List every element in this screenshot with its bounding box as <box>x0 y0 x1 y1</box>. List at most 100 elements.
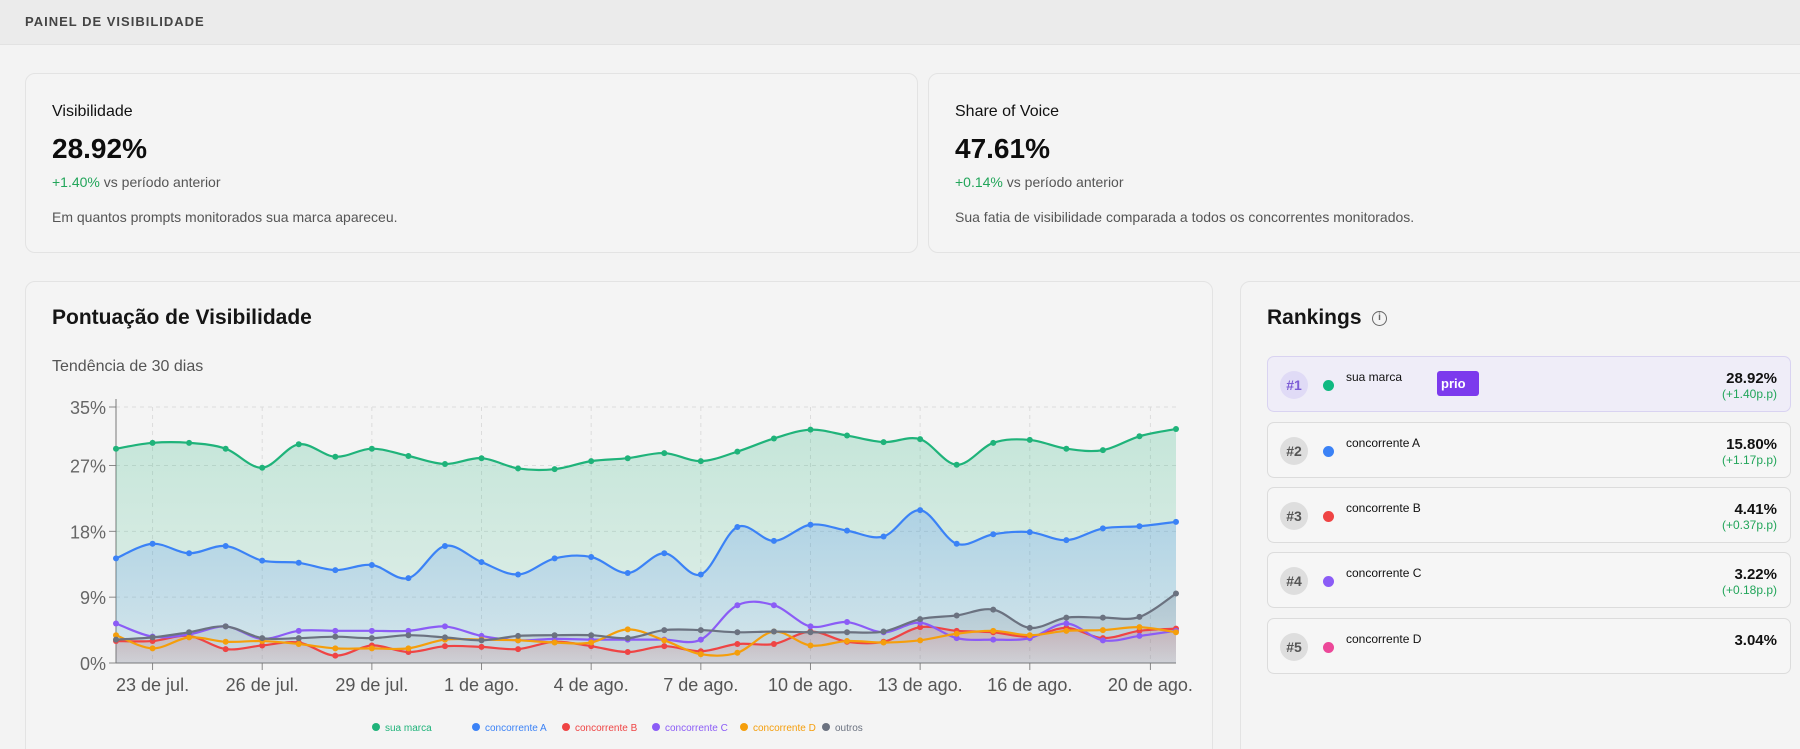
data-point <box>844 638 851 645</box>
ranking-row[interactable]: #3 concorrente B 4.41% (+0.37p.p) <box>1267 487 1791 543</box>
info-icon[interactable]: i <box>1372 311 1387 326</box>
data-point <box>295 635 302 642</box>
data-point <box>222 542 229 549</box>
data-point <box>1063 627 1070 634</box>
data-point <box>368 645 375 652</box>
data-point <box>478 455 485 462</box>
data-point <box>844 527 851 534</box>
data-point <box>844 629 851 636</box>
rankings-title: Rankings <box>1267 306 1362 329</box>
x-tick-label: 26 de jul. <box>226 675 299 695</box>
data-point <box>990 627 997 634</box>
data-point <box>1136 624 1143 631</box>
data-point <box>953 635 960 642</box>
brand-name: concorrente D <box>1346 632 1422 646</box>
data-point <box>259 557 266 564</box>
brand-name: concorrente A <box>1346 436 1421 450</box>
data-point <box>1063 537 1070 544</box>
data-point <box>880 628 887 635</box>
data-point <box>624 635 631 642</box>
data-point <box>515 637 522 644</box>
data-point <box>149 540 156 547</box>
data-point <box>807 521 814 528</box>
brand-color-dot <box>1323 380 1334 391</box>
page-title: PAINEL DE VISIBILIDADE <box>25 14 205 29</box>
legend-label: concorrente B <box>575 723 638 734</box>
ranking-row[interactable]: #4 concorrente C 3.22% (+0.18p.p) <box>1267 552 1791 608</box>
data-point <box>624 649 631 656</box>
data-point <box>624 570 631 577</box>
data-point <box>770 537 777 544</box>
data-point <box>295 640 302 647</box>
data-point <box>222 623 229 630</box>
legend-label: outros <box>835 723 863 734</box>
data-point <box>478 637 485 644</box>
data-point <box>441 643 448 650</box>
data-point <box>990 439 997 446</box>
data-point <box>478 559 485 566</box>
own-brand-badge: prio <box>1437 371 1479 396</box>
data-point <box>917 616 924 623</box>
legend-label: concorrente D <box>753 723 816 734</box>
data-point <box>441 634 448 641</box>
data-point <box>624 455 631 462</box>
data-point <box>1099 614 1106 621</box>
data-point <box>551 555 558 562</box>
ranking-row[interactable]: #5 concorrente D 3.04% <box>1267 618 1791 674</box>
data-point <box>368 445 375 452</box>
legend-marker <box>822 723 830 731</box>
data-point <box>807 426 814 433</box>
visibility-chart-card: Pontuação de Visibilidade Tendência de 3… <box>25 281 1213 749</box>
data-point <box>332 453 339 460</box>
data-point <box>259 642 266 649</box>
rank-change: (+0.18p.p) <box>1721 583 1777 597</box>
data-point <box>551 466 558 473</box>
brand-color-dot <box>1323 642 1334 653</box>
data-point <box>1026 529 1033 536</box>
legend-label: concorrente C <box>665 723 728 734</box>
ranking-row[interactable]: #1 sua marca prio 28.92% (+1.40p.p) <box>1267 356 1791 412</box>
chart-title: Pontuação de Visibilidade <box>52 306 312 329</box>
data-point <box>368 635 375 642</box>
data-point <box>515 571 522 578</box>
data-point <box>1173 629 1179 636</box>
legend-label: concorrente A <box>485 723 547 734</box>
x-tick-label: 13 de ago. <box>878 675 963 695</box>
kpi-delta-suffix: vs período anterior <box>1006 174 1124 190</box>
x-tick-label: 7 de ago. <box>663 675 738 695</box>
y-tick-label: 9% <box>80 588 106 608</box>
data-point <box>1099 637 1106 644</box>
data-point <box>295 627 302 634</box>
rank-value: 4.41% <box>1734 501 1777 518</box>
data-point <box>1063 620 1070 627</box>
data-point <box>770 640 777 647</box>
data-point <box>295 441 302 448</box>
y-tick-label: 35% <box>70 398 106 418</box>
data-point <box>149 439 156 446</box>
visibility-chart: 0% 9% 18% 27% 35% 23 de jul. 26 de jul. 29 de j… <box>70 398 1193 734</box>
data-point <box>1063 614 1070 621</box>
data-point <box>807 623 814 630</box>
legend-marker <box>652 723 660 731</box>
data-point <box>405 645 412 652</box>
data-point <box>661 637 668 644</box>
data-point <box>990 531 997 538</box>
data-point <box>222 646 229 653</box>
data-point <box>880 439 887 446</box>
data-point <box>917 507 924 514</box>
data-point <box>332 627 339 634</box>
data-point <box>1063 445 1070 452</box>
series-line-3 <box>115 600 1177 644</box>
data-point <box>113 445 119 452</box>
rank-value: 28.92% <box>1726 370 1777 387</box>
data-point <box>259 464 266 471</box>
data-point <box>734 649 741 656</box>
rank-value: 15.80% <box>1726 436 1777 453</box>
data-point <box>770 628 777 635</box>
data-point <box>953 540 960 547</box>
data-point <box>734 640 741 647</box>
ranking-row[interactable]: #2 concorrente A 15.80% (+1.17p.p) <box>1267 422 1791 478</box>
data-point <box>1099 627 1106 634</box>
rank-change: (+1.17p.p) <box>1721 453 1777 467</box>
chart-subtitle: Tendência de 30 dias <box>52 358 204 375</box>
